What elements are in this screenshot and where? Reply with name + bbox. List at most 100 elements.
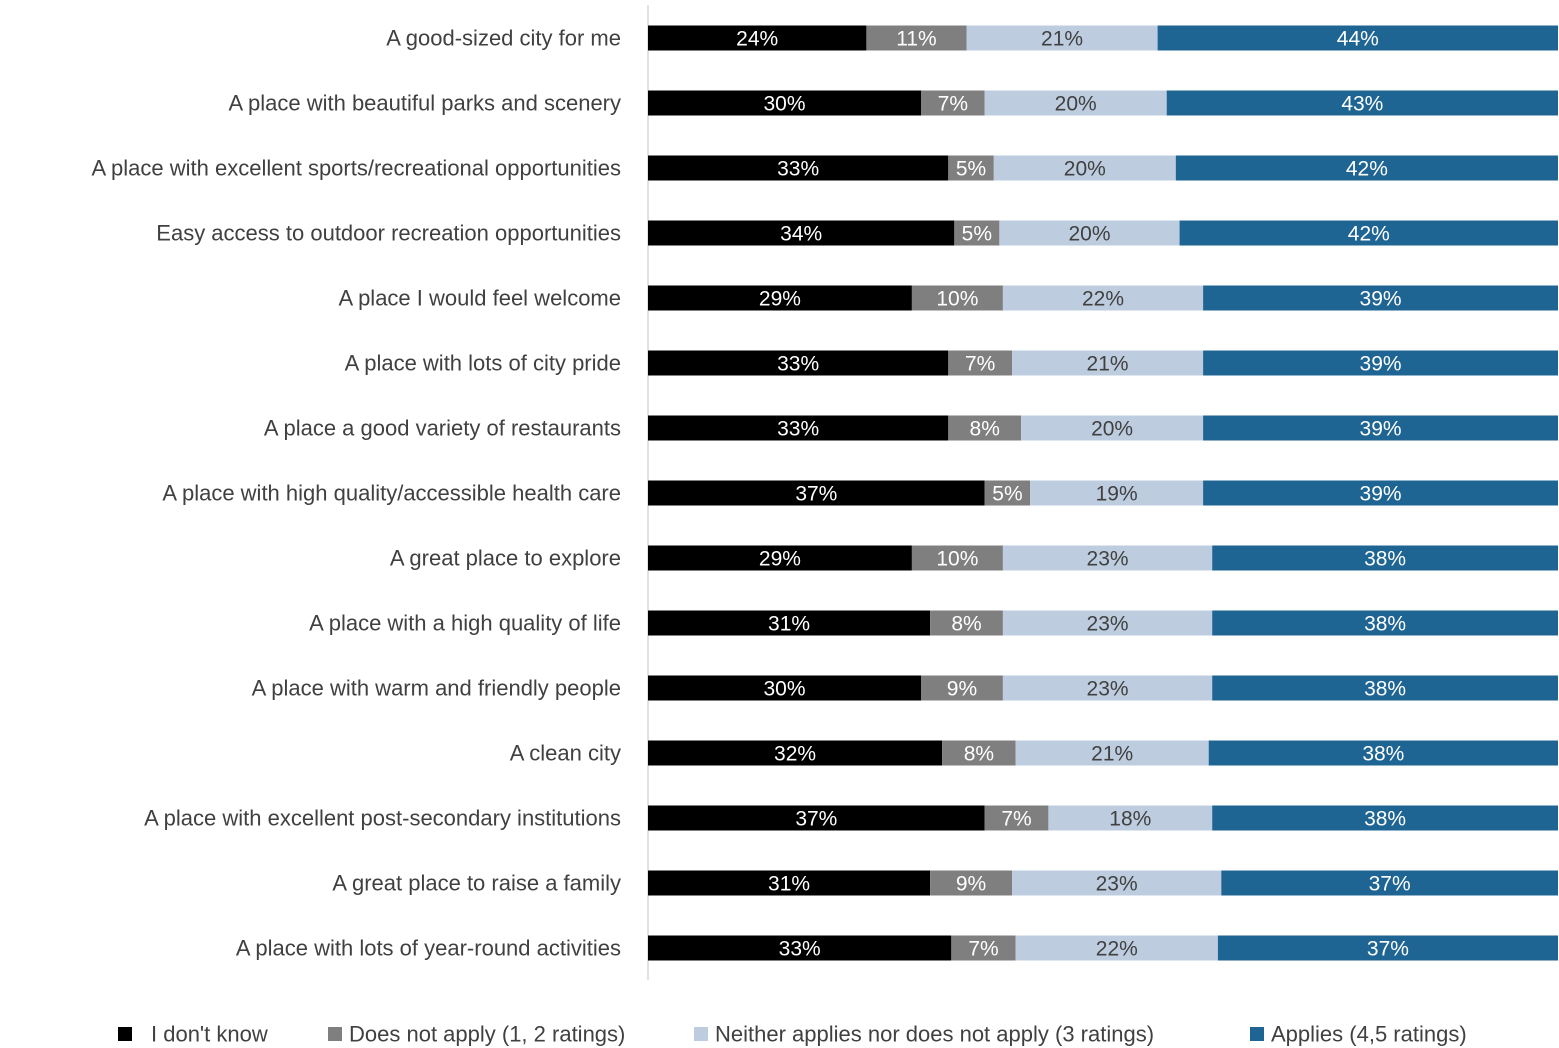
bar-segment <box>1002 545 1213 571</box>
bar-segment <box>1015 935 1218 961</box>
bar-segment <box>948 415 1022 441</box>
bar-segment <box>948 155 994 181</box>
data-label: 29% <box>759 288 801 311</box>
category-label: A great place to raise a family <box>332 871 621 896</box>
category-label: A place with a high quality of life <box>309 611 621 636</box>
data-label: 23% <box>1087 548 1129 571</box>
category-label: A place with high quality/accessible hea… <box>162 481 621 506</box>
data-label: 30% <box>763 93 805 116</box>
data-label: 39% <box>1360 483 1402 506</box>
data-label: 20% <box>1091 418 1133 441</box>
category-label: A place with excellent post-secondary in… <box>144 806 621 831</box>
legend-swatch <box>328 1027 342 1041</box>
data-label: 21% <box>1091 743 1133 766</box>
bar-segment <box>1002 610 1213 636</box>
data-label: 22% <box>1082 288 1124 311</box>
data-label: 29% <box>759 548 801 571</box>
bar-segment <box>1203 480 1558 506</box>
bar-segment <box>1203 285 1558 311</box>
data-label: 39% <box>1360 353 1402 376</box>
category-labels: A good-sized city for me A place with bea… <box>91 26 621 961</box>
category-label: A place a good variety of restaurants <box>264 416 621 441</box>
bar-segment <box>1015 740 1209 766</box>
data-label: 39% <box>1360 288 1402 311</box>
bar-segment <box>1002 675 1213 701</box>
data-label: 33% <box>777 418 819 441</box>
data-label: 10% <box>936 548 978 571</box>
bar-segment <box>1012 870 1222 896</box>
data-label: 9% <box>956 873 986 896</box>
data-label: 38% <box>1362 743 1404 766</box>
data-label: 19% <box>1096 483 1138 506</box>
bar-segment <box>1166 90 1558 116</box>
data-label: 7% <box>938 93 968 116</box>
data-label: 7% <box>965 353 995 376</box>
bar-segment <box>866 25 967 51</box>
category-label: A place with warm and friendly people <box>252 676 621 701</box>
data-label: 37% <box>1367 938 1409 961</box>
data-label: 30% <box>763 678 805 701</box>
bar-segment <box>1212 610 1558 636</box>
data-label: 23% <box>1096 873 1138 896</box>
bar-segment <box>648 285 912 311</box>
data-label: 5% <box>992 483 1022 506</box>
bar-segment <box>648 480 985 506</box>
data-label: 24% <box>736 28 778 51</box>
bar-segment <box>1208 740 1558 766</box>
bar-segment <box>921 90 985 116</box>
bar-segment <box>648 25 867 51</box>
bar-segment <box>648 545 912 571</box>
data-label: 39% <box>1360 418 1402 441</box>
category-label: A clean city <box>510 741 621 766</box>
bar-segment <box>911 545 1003 571</box>
bars-layer: 24% 11% 21% 44% 30% 7% 20% 43% 33% 5% 20% 42% 34% 5% 2… <box>648 25 1558 961</box>
bar-segment <box>1157 25 1558 51</box>
category-label: A place I would feel welcome <box>339 286 622 311</box>
legend: I don't know Does not apply (1, 2 ratings… <box>118 1022 1467 1047</box>
data-label: 44% <box>1337 28 1379 51</box>
bar-segment <box>1221 870 1558 896</box>
category-label: A place with lots of year-round activiti… <box>236 936 621 961</box>
category-label: A place with excellent sports/recreation… <box>91 156 621 181</box>
data-label: 20% <box>1064 158 1106 181</box>
data-label: 8% <box>951 613 981 636</box>
data-label: 7% <box>1001 808 1031 831</box>
data-label: 8% <box>970 418 1000 441</box>
data-label: 10% <box>936 288 978 311</box>
bar-segment <box>648 415 949 441</box>
bar-segment <box>1175 155 1558 181</box>
bar-segment <box>984 90 1167 116</box>
legend-label: Applies (4,5 ratings) <box>1271 1022 1467 1047</box>
bar-segment <box>930 610 1003 636</box>
legend-label: I don't know <box>151 1022 268 1047</box>
legend-label: Does not apply (1, 2 ratings) <box>349 1022 625 1047</box>
data-label: 33% <box>779 938 821 961</box>
bar-segment <box>911 285 1003 311</box>
data-label: 11% <box>896 28 936 51</box>
bar-segment <box>648 90 921 116</box>
bar-segment <box>1012 350 1204 376</box>
data-label: 42% <box>1348 223 1390 246</box>
bar-segment <box>1212 545 1558 571</box>
data-label: 42% <box>1346 158 1388 181</box>
data-label: 20% <box>1068 223 1110 246</box>
data-label: 38% <box>1364 548 1406 571</box>
data-label: 20% <box>1055 93 1097 116</box>
data-label: 38% <box>1364 613 1406 636</box>
data-label: 8% <box>964 743 994 766</box>
legend-swatch <box>1250 1027 1264 1041</box>
legend-swatch <box>694 1027 708 1041</box>
category-label: A place with beautiful parks and scenery <box>228 91 621 116</box>
data-label: 31% <box>768 613 810 636</box>
bar-segment <box>1203 415 1558 441</box>
bar-segment <box>648 740 943 766</box>
bar-segment <box>984 805 1049 831</box>
data-label: 22% <box>1096 938 1138 961</box>
legend-swatch <box>118 1027 132 1041</box>
bar-segment <box>648 350 949 376</box>
bar-segment <box>1030 480 1204 506</box>
data-label: 31% <box>768 873 810 896</box>
bar-segment <box>1203 350 1558 376</box>
legend-label: Neither applies nor does not apply (3 ra… <box>715 1022 1154 1047</box>
